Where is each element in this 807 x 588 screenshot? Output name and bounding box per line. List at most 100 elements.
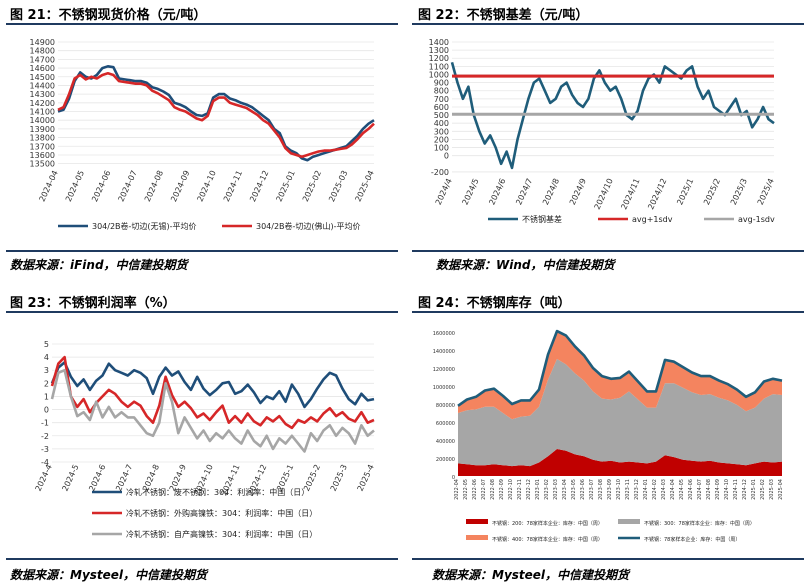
c22-x-tick-7: 2024/11	[619, 177, 641, 211]
c22-y-tick-1: 0	[444, 152, 449, 161]
chart-24-title: 图 24：不锈钢库存（吨）	[418, 296, 571, 311]
c24-x-tick-28: 2024-08	[706, 479, 712, 500]
c21-x-tick-10: 2025-02	[301, 169, 323, 203]
c22-x-tick-1: 2024/5	[461, 177, 481, 206]
c23-x-tick-0: 2024-4	[34, 463, 54, 492]
c22-y-tick-9: 800	[434, 87, 449, 96]
c24-x-tick-3: 2022-07	[481, 479, 487, 500]
c21-x-tick-5: 2024-09	[169, 169, 191, 203]
c23-y-tick-1: -3	[41, 445, 49, 454]
c22-y-tick-7: 600	[434, 103, 449, 112]
c21-y-tick-0: 13500	[30, 160, 55, 169]
c22-x-tick-4: 2024/8	[541, 177, 561, 206]
c24-y-tick-4: 800000	[436, 403, 455, 409]
c24-x-tick-8: 2022-12	[526, 479, 532, 500]
c21-y-tick-3: 13800	[30, 134, 55, 143]
c24-x-tick-21: 2024-01	[643, 479, 649, 500]
c21-x-tick-6: 2024-10	[196, 169, 218, 203]
c21-x-tick-4: 2024-08	[143, 169, 165, 203]
source-note-22: 数据来源：Wind，中信建投期货	[436, 258, 615, 272]
source-note-21: 数据来源：iFind，中信建投期货	[10, 258, 188, 272]
c24-x-tick-32: 2024-12	[742, 479, 748, 500]
source-rule-top-right	[412, 250, 804, 252]
c21-x-tick-11: 2025-03	[327, 169, 349, 203]
c23-legend-label-1: 冷轧不锈钢：外购高镍铁：304：利润率：中国（日）	[126, 508, 317, 518]
c24-x-tick-18: 2023-10	[616, 479, 622, 500]
c21-y-tick-2: 13700	[30, 142, 55, 151]
c21-legend-label-1: 304/2B卷-切边(佛山)-平均价	[256, 221, 361, 231]
c21-y-tick-13: 14800	[30, 47, 55, 56]
c24-x-tick-17: 2023-09	[607, 479, 613, 500]
c22-x-tick-8: 2024/12	[646, 177, 668, 211]
c22-y-tick-3: 200	[434, 135, 449, 144]
c22-x-tick-3: 2024/7	[514, 177, 534, 206]
c22-y-tick-15: 1400	[429, 38, 449, 47]
c22-y-tick-10: 900	[434, 79, 449, 88]
c24-x-tick-31: 2024-11	[733, 479, 739, 500]
c22-x-tick-10: 2025/2	[702, 177, 722, 206]
chart-24-stainless-inventory: 0 200000 400000 600000 800000 1000000 1200000 1…	[433, 329, 784, 543]
c24-x-tick-4: 2022-08	[490, 479, 496, 500]
c22-y-tick-14: 1300	[429, 46, 449, 55]
c22-y-tick-0: -200	[431, 168, 449, 177]
c23-legend-label-2: 冷轧不锈钢：自产高镍铁：304：利润率：中国（日）	[126, 529, 317, 539]
c21-x-tick-7: 2024-11	[222, 169, 244, 203]
source-rule-bottom-right	[412, 558, 804, 560]
c22-y-tick-11: 1000	[429, 70, 449, 79]
c24-x-tick-29: 2024-09	[715, 479, 721, 500]
c24-x-tick-22: 2024-02	[652, 479, 658, 500]
source-note-24: 数据来源：Mysteel，中信建投期货	[432, 568, 630, 582]
c21-series-1	[57, 72, 375, 158]
c24-x-tick-12: 2023-04	[562, 479, 568, 500]
c22-y-tick-8: 700	[434, 95, 449, 104]
c24-y-tick-8: 1600000	[433, 331, 455, 337]
chart-22-title: 图 22：不锈钢基差（元/吨）	[418, 8, 589, 23]
chart-23-title: 图 23：不锈钢利润率（%）	[10, 296, 176, 311]
c24-legend-swatch-1	[618, 519, 640, 524]
c24-x-tick-26: 2024-06	[688, 479, 694, 500]
c21-y-tick-8: 14300	[30, 90, 55, 99]
c24-x-tick-0: 2022-04	[454, 479, 460, 500]
c24-y-tick-3: 600000	[436, 421, 455, 427]
c24-y-tick-1: 200000	[436, 457, 455, 463]
c21-y-tick-11: 14600	[30, 64, 55, 73]
c23-series-0	[50, 361, 375, 409]
c23-y-tick-3: -1	[41, 419, 49, 428]
c24-y-tick-5: 1000000	[433, 385, 455, 391]
c23-legend-label-0: 冷轧不锈钢：废不锈钢：304：利润率：中国（日）	[126, 487, 309, 497]
c21-y-tick-10: 14500	[30, 73, 55, 82]
c24-y-tick-7: 1400000	[433, 349, 455, 355]
c22-y-tick-13: 1200	[429, 54, 449, 63]
c24-area-1	[458, 359, 782, 467]
c23-x-tick-1: 2024-5	[61, 463, 81, 492]
c24-x-tick-34: 2025-02	[760, 479, 766, 500]
c24-x-tick-16: 2023-08	[598, 479, 604, 500]
c24-x-tick-1: 2022-05	[463, 479, 469, 500]
c24-x-tick-2: 2022-06	[472, 479, 478, 500]
c23-y-tick-9: 5	[44, 340, 49, 349]
c22-y-tick-6: 500	[434, 111, 449, 120]
c24-area-2	[458, 331, 782, 420]
c21-y-tick-4: 13900	[30, 125, 55, 134]
title-rule-right	[412, 23, 804, 25]
c22-x-tick-9: 2025/1	[675, 177, 695, 206]
c24-legend-label-3: 不锈钢：78家样本企业：库存：中国（周）	[644, 536, 740, 543]
c24-x-tick-33: 2025-01	[751, 479, 757, 500]
chart-21-stainless-spot-price: 1350013600137001380013900140001410014200…	[30, 38, 376, 231]
c21-y-tick-14: 14900	[30, 38, 55, 47]
c23-y-tick-8: 4	[44, 353, 49, 362]
c24-x-tick-20: 2023-12	[634, 479, 640, 500]
c21-x-tick-12: 2025-04	[354, 169, 376, 203]
c24-legend-swatch-2	[466, 535, 488, 540]
c23-y-tick-7: 3	[44, 366, 49, 375]
c24-x-tick-30: 2024-10	[724, 479, 730, 500]
c23-series-1	[50, 355, 375, 430]
c24-x-tick-35: 2025-03	[769, 479, 775, 500]
c21-y-tick-7: 14200	[30, 99, 55, 108]
title-rule-bottom-right	[412, 311, 804, 313]
c22-x-tick-5: 2024/9	[568, 177, 588, 206]
c23-y-tick-2: -2	[41, 432, 49, 441]
c24-y-tick-2: 400000	[436, 439, 455, 445]
c21-y-tick-9: 14400	[30, 81, 55, 90]
